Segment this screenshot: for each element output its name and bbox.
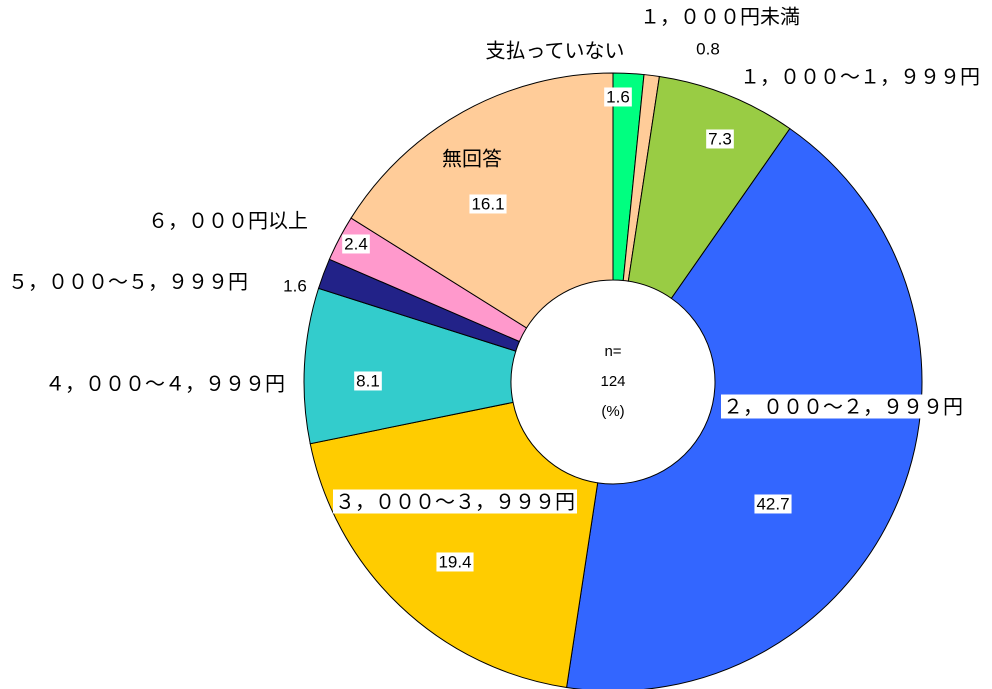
value-label: 1.6: [606, 87, 630, 106]
label-background: [333, 489, 577, 514]
value-label: 8.1: [356, 371, 380, 390]
category-label: ４，０００～４，９９９円: [45, 372, 285, 396]
category-label: ６，０００円以上: [148, 209, 308, 233]
label-background: [754, 494, 792, 514]
category-label: ５，０００～５，９９９円: [8, 270, 248, 294]
category-label: ２，０００～２，９９９円: [723, 395, 963, 419]
category-label: １，０００円未満: [640, 5, 800, 29]
category-label: ３，０００～３，９９９円: [335, 490, 575, 514]
value-label: 16.1: [471, 194, 504, 213]
label-background: [721, 394, 965, 419]
label-background: [604, 87, 632, 107]
slice: [309, 401, 599, 689]
category-label: 支払っていない: [486, 39, 625, 63]
label-background: [342, 234, 370, 254]
label-background: [436, 552, 474, 572]
label-background: [706, 129, 734, 149]
label-background: [354, 371, 382, 391]
value-label: 19.4: [438, 552, 471, 571]
value-label: 42.7: [756, 494, 789, 513]
value-label: 1.6: [283, 276, 307, 295]
center-label: (%): [601, 403, 624, 420]
center-label: 124: [600, 373, 625, 390]
value-label: 7.3: [708, 129, 732, 148]
label-background: [469, 194, 507, 214]
category-label: １，０００～１，９９９円: [740, 65, 980, 89]
value-label: 2.4: [344, 234, 368, 253]
center-label: n=: [604, 343, 621, 360]
value-label: 0.8: [696, 39, 720, 58]
category-label: 無回答: [442, 147, 502, 171]
